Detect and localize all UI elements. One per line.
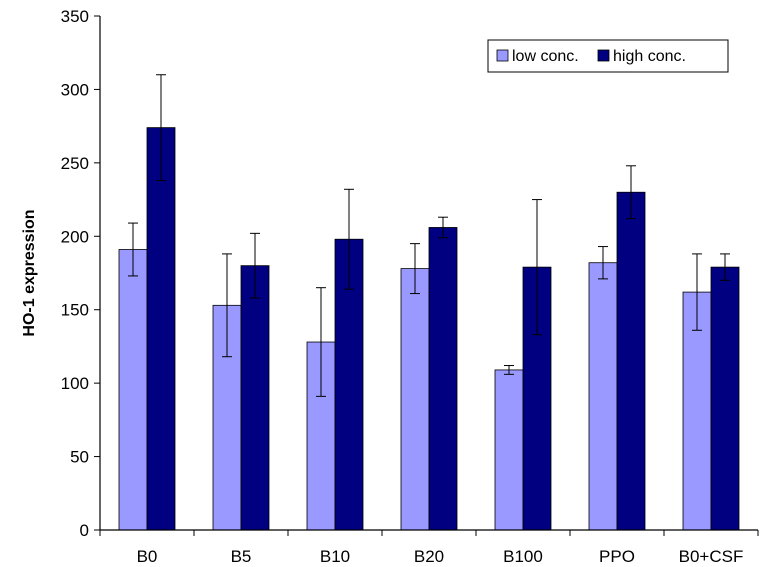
y-tick-label: 250 [61,154,89,173]
legend-label-low: low conc. [512,48,579,65]
bar [494,369,524,531]
x-tick-label: B5 [231,547,252,566]
bar [616,191,646,531]
y-tick-label: 350 [61,7,89,26]
x-labels-layer: B0 B5 B10 B20 B100 PPO B0+CSF [99,530,759,566]
y-axis-title: HO-1 expression [21,209,38,336]
bar [428,227,458,531]
bars-layer [118,127,740,531]
bar [146,127,176,531]
legend-swatch-high [597,49,610,62]
legend-swatch-low [496,49,509,62]
bar [240,265,270,531]
axes-layer [99,16,758,531]
error-bars-layer [128,74,730,397]
x-tick-label: B0 [137,547,158,566]
x-tick-label: B20 [414,547,444,566]
y-tick-label: 0 [80,521,89,540]
bar [588,262,618,531]
x-tick-label: B10 [320,547,350,566]
bar [400,268,430,531]
x-tick-label: B0+CSF [679,547,744,566]
bar [710,266,740,531]
y-tick-label: 150 [61,301,89,320]
x-tick-label: PPO [599,547,635,566]
y-ticks-layer: 0 50 100 150 200 250 300 350 [61,7,100,540]
y-tick-label: 300 [61,80,89,99]
y-tick-label: 50 [70,448,89,467]
x-tick-label: B100 [503,547,543,566]
legend-label-high: high conc. [613,48,686,65]
y-tick-label: 200 [61,227,89,246]
legend: low conc. high conc. [487,39,729,73]
bar [118,249,148,531]
y-tick-label: 100 [61,374,89,393]
